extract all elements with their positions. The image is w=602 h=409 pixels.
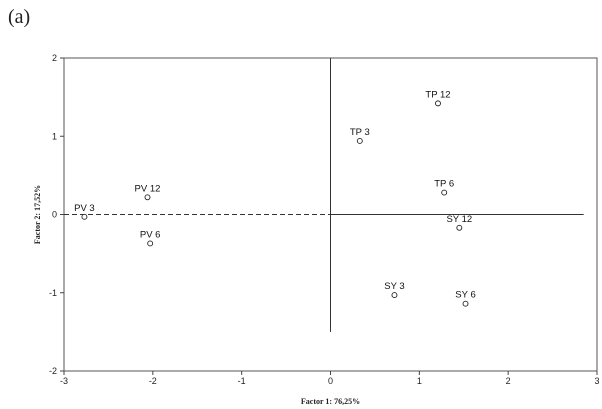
data-point — [81, 213, 88, 220]
data-point-label: PV 12 — [135, 183, 161, 194]
x-tick-label: -3 — [60, 376, 68, 386]
data-point — [441, 189, 448, 196]
data-point-label: SY 3 — [384, 281, 404, 292]
data-point-label: TP 12 — [425, 89, 450, 100]
x-tick-label: -2 — [149, 376, 157, 386]
data-point-label: TP 3 — [350, 127, 370, 138]
y-axis-title: Factor 2: 17,52% — [33, 185, 42, 244]
data-point-label: SY 6 — [455, 290, 475, 301]
x-axis-title: Factor 1: 76,25% — [301, 397, 360, 406]
data-point — [462, 300, 469, 307]
y-tick-label: 0 — [52, 210, 57, 220]
data-point-label: SY 12 — [446, 214, 472, 225]
data-point — [391, 292, 398, 299]
data-point — [356, 137, 363, 144]
y-tick-label: -1 — [49, 288, 57, 298]
x-tick-label: 3 — [594, 376, 599, 386]
y-tick-label: 1 — [52, 131, 57, 141]
data-point-label: PV 6 — [140, 229, 161, 240]
data-point-label: PV 3 — [74, 203, 95, 214]
panel-label: (a) — [8, 6, 31, 28]
data-point-label: TP 6 — [434, 179, 454, 190]
x-tick-label: -1 — [238, 376, 246, 386]
x-tick-label: 1 — [417, 376, 422, 386]
x-tick-label: 2 — [506, 376, 511, 386]
y-tick-label: 2 — [52, 53, 57, 63]
data-point — [144, 194, 151, 201]
data-point — [147, 240, 154, 247]
y-tick-label: -2 — [49, 366, 57, 376]
data-point — [456, 224, 463, 231]
data-point — [435, 100, 441, 107]
x-tick-label: 0 — [328, 376, 333, 386]
